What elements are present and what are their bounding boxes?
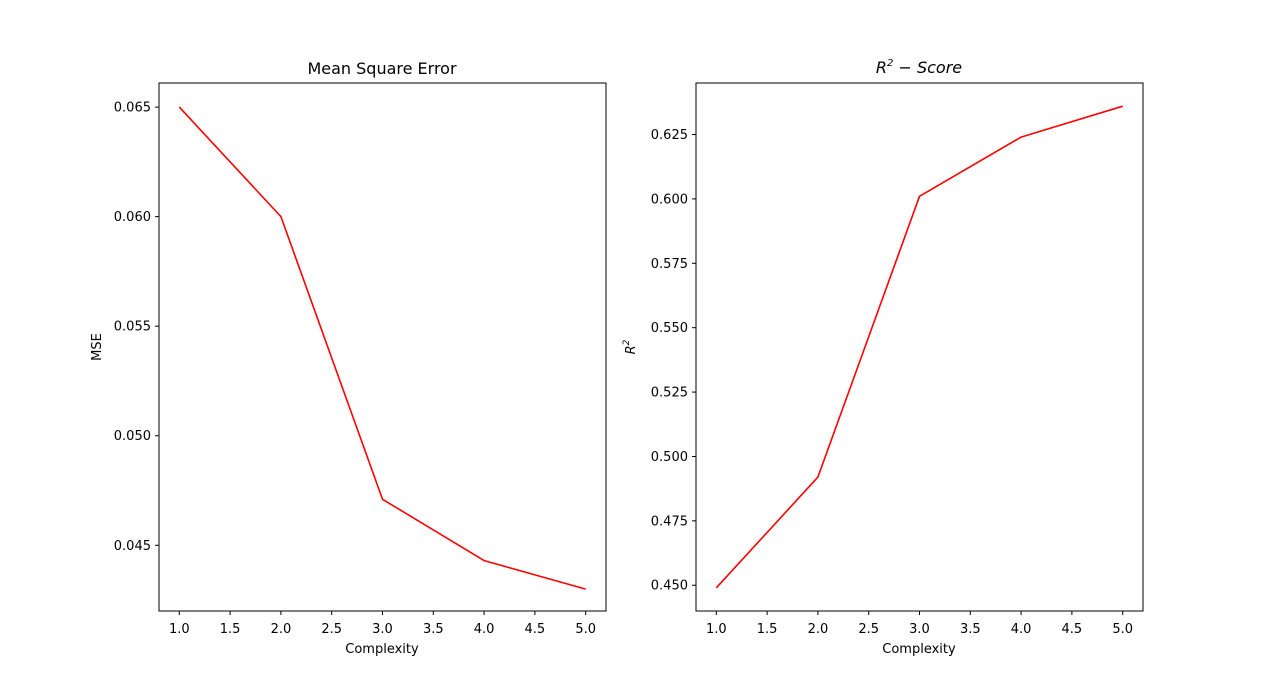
mse-series-line <box>178 106 586 590</box>
r2-series-line <box>715 105 1123 589</box>
r2-y-tick-label: 0.500 <box>651 450 688 465</box>
mse-x-tick-label: 2.5 <box>321 622 342 637</box>
mse-ticks: 1.0 1.5 2.0 2.5 3.0 3.5 4.0 4.5 5.0 0.045 0.050 0.0… <box>114 101 596 637</box>
mse-y-tick-label: 0.050 <box>114 429 151 444</box>
mse-x-tick-label: 5.0 <box>575 622 596 637</box>
mse-y-tick-label: 0.065 <box>114 101 151 116</box>
r2-title-rest: − Score <box>893 58 962 77</box>
r2-y-axis-label: R2 <box>622 339 639 354</box>
r2-y-tick-label: 0.600 <box>651 192 688 207</box>
mse-x-tick-label: 1.5 <box>220 622 241 637</box>
r2-x-tick-label: 5.0 <box>1112 622 1133 637</box>
r2-ticks: 1.0 1.5 2.0 2.5 3.0 3.5 4.0 4.5 5.0 0.450 0.475 0.5… <box>651 128 1133 637</box>
r2-x-tick-label: 2.0 <box>808 622 829 637</box>
r2-y-tick-label: 0.625 <box>651 128 688 143</box>
r2-x-tick-label: 2.5 <box>858 622 879 637</box>
mse-x-tick-label: 3.5 <box>423 622 444 637</box>
r2-x-tick-label: 1.5 <box>757 622 778 637</box>
mse-series <box>178 106 586 590</box>
r2-title-sup: 2 <box>887 58 893 69</box>
r2-y-tick-label: 0.550 <box>651 321 688 336</box>
r2-title-base: R <box>876 58 887 77</box>
r2-x-axis-label: Complexity <box>882 642 956 657</box>
r2-chart-title: R2 − Score <box>876 58 962 77</box>
r2-x-tick-label: 3.5 <box>960 622 981 637</box>
r2-ylabel-base: R <box>624 345 639 354</box>
r2-x-tick-label: 4.0 <box>1011 622 1032 637</box>
mse-y-tick-label: 0.055 <box>114 320 151 335</box>
mse-subplot: 1.0 1.5 2.0 2.5 3.0 3.5 4.0 4.5 5.0 0.045 0.050 0.0… <box>90 59 607 657</box>
mse-y-tick-label: 0.045 <box>114 539 151 554</box>
r2-y-tick-label: 0.575 <box>651 257 688 272</box>
mse-y-axis-label: MSE <box>90 333 105 361</box>
mse-x-tick-label: 4.5 <box>525 622 546 637</box>
mse-x-tick-label: 4.0 <box>474 622 495 637</box>
r2-y-tick-label: 0.525 <box>651 386 688 401</box>
r2-x-tick-label: 3.0 <box>909 622 930 637</box>
mse-x-tick-label: 3.0 <box>372 622 393 637</box>
mse-x-axis-label: Complexity <box>345 642 419 657</box>
r2-y-tick-label: 0.475 <box>651 514 688 529</box>
mse-chart-title: Mean Square Error <box>307 59 457 78</box>
mse-x-tick-label: 1.0 <box>169 622 190 637</box>
r2-subplot: 1.0 1.5 2.0 2.5 3.0 3.5 4.0 4.5 5.0 0.450 0.475 0.5… <box>622 58 1144 657</box>
mse-y-tick-label: 0.060 <box>114 210 151 225</box>
r2-x-tick-label: 4.5 <box>1062 622 1083 637</box>
mse-x-tick-label: 2.0 <box>271 622 292 637</box>
r2-ylabel-sup: 2 <box>622 339 632 345</box>
r2-series <box>715 105 1123 589</box>
mse-plot-area <box>158 82 607 612</box>
r2-plot-area <box>695 82 1144 612</box>
r2-x-tick-label: 1.0 <box>706 622 727 637</box>
r2-y-tick-label: 0.450 <box>651 579 688 594</box>
